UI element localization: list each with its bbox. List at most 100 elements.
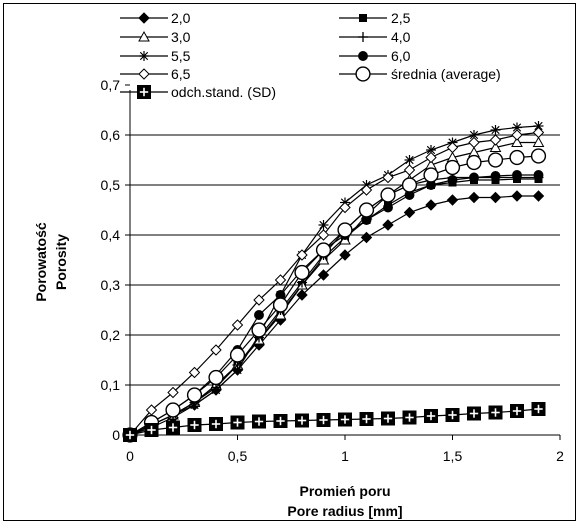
data-point [251, 322, 267, 338]
marker-shape [509, 149, 525, 166]
marker-shape [487, 152, 504, 168]
marker-shape [423, 167, 439, 183]
marker-shape [383, 202, 393, 213]
y-axis-title-line-1: Porowatość [33, 222, 49, 302]
marker-shape [468, 191, 480, 204]
data-point [510, 404, 524, 418]
y-axis-title-line-2: Porosity [53, 234, 69, 290]
marker-shape [190, 400, 199, 410]
legend-label: 4,0 [391, 29, 411, 45]
legend-marker [138, 68, 150, 80]
data-point [382, 171, 394, 184]
marker-shape [208, 369, 224, 386]
data-point [512, 170, 522, 180]
y-tick-label: 0,2 [101, 327, 121, 343]
data-point [489, 134, 502, 146]
data-point [489, 141, 502, 152]
marker-shape [319, 220, 328, 230]
legend-entry-4: 4,0 [339, 29, 411, 45]
marker-shape [469, 172, 479, 183]
data-point [123, 428, 137, 442]
data-point [466, 154, 482, 171]
data-point [339, 249, 351, 261]
marker-shape [512, 123, 522, 132]
y-tick-label: 0,7 [101, 77, 121, 93]
marker-shape [532, 190, 545, 202]
x-axis-title-line-2: Pore radius [mm] [287, 503, 402, 519]
data-point [425, 199, 437, 211]
data-point [533, 170, 544, 180]
marker-shape [186, 387, 203, 403]
marker-shape [426, 180, 436, 190]
data-point [444, 159, 461, 176]
legend-marker [358, 32, 368, 42]
marker-shape [251, 322, 267, 338]
data-point [445, 408, 460, 422]
data-point [318, 220, 329, 230]
marker-shape [444, 159, 461, 176]
marker-shape [138, 68, 150, 80]
data-point [490, 125, 501, 135]
data-point [316, 413, 331, 427]
data-point [467, 406, 481, 421]
marker-shape [489, 191, 502, 204]
x-axis-title-line-1: Promień poru [299, 483, 390, 499]
data-point [273, 414, 288, 428]
data-point [530, 148, 547, 164]
grid-layer [130, 134, 560, 386]
data-point [229, 347, 246, 363]
data-point [186, 387, 203, 403]
data-point [208, 369, 224, 386]
marker-shape [382, 171, 394, 184]
legend-marker [358, 51, 368, 61]
marker-shape [317, 269, 330, 281]
data-point [490, 171, 501, 181]
marker-shape [361, 215, 372, 225]
marker-shape [315, 242, 332, 258]
data-point [211, 385, 221, 395]
legend-entry-1: 2,0 [120, 10, 191, 26]
data-point [296, 249, 308, 261]
legend-marker [139, 51, 149, 61]
x-tick-label: 2 [556, 448, 564, 464]
chart-frame [3, 3, 576, 521]
data-point [532, 190, 545, 202]
data-point [532, 136, 545, 147]
data-point [382, 219, 394, 231]
data-point [403, 164, 416, 176]
marker-shape [360, 231, 373, 244]
legend-label: 6,0 [391, 48, 411, 64]
legend-marker [359, 14, 367, 22]
marker-shape [275, 290, 286, 300]
data-point [380, 187, 396, 203]
legend-label: 5,5 [171, 48, 191, 64]
data-point [401, 177, 418, 193]
marker-shape [532, 126, 545, 139]
marker-shape [511, 136, 523, 147]
marker-shape [489, 141, 502, 152]
marker-shape [254, 310, 264, 320]
marker-shape [490, 171, 501, 181]
marker-shape [532, 136, 545, 147]
data-point [358, 202, 375, 218]
marker-shape [358, 202, 375, 218]
marker-shape [210, 344, 222, 356]
marker-shape [272, 297, 289, 313]
series-9 [123, 402, 546, 442]
data-point [511, 129, 523, 141]
legend-entry-9: odch.stand. (SD) [120, 84, 276, 100]
data-point [446, 141, 459, 154]
marker-shape [380, 187, 396, 203]
marker-shape [447, 175, 458, 185]
data-point [512, 122, 522, 133]
ticks-layer: 0 0,1 0,2 0,3 0,4 0,5 0,6 0,7 0 0,5 1 1,5 2 [101, 77, 565, 464]
data-point [274, 274, 287, 286]
marker-shape [491, 125, 500, 135]
data-point [426, 145, 436, 155]
data-point [404, 155, 415, 165]
marker-shape [511, 129, 523, 141]
legend-marker [138, 12, 150, 24]
marker-shape [296, 289, 308, 301]
marker-shape [401, 177, 418, 193]
